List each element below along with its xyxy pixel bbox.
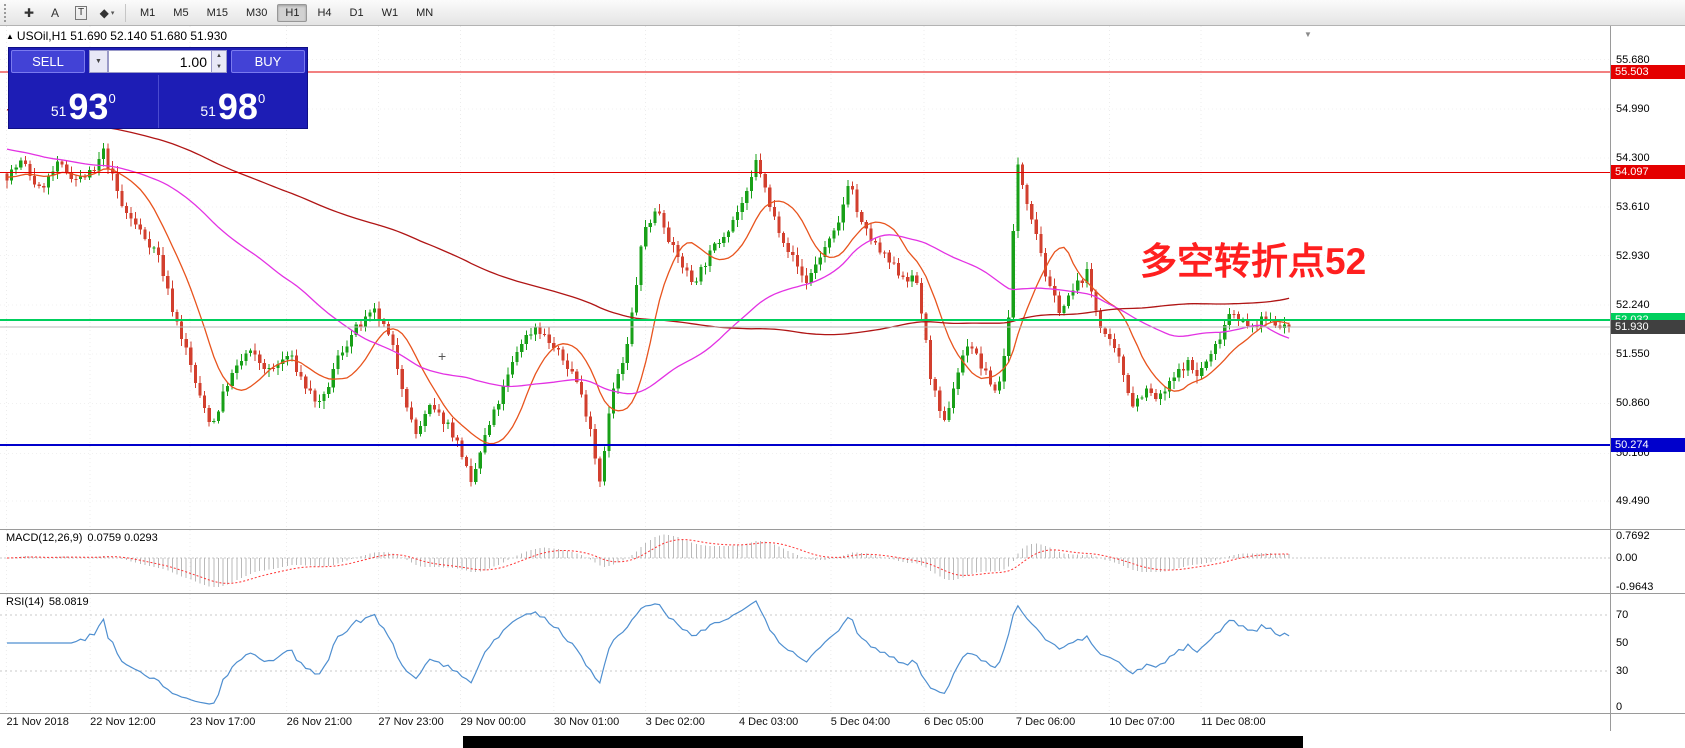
drawing-tools-group: ✚ A T ◆ ▾	[17, 2, 119, 24]
price-tick-label: 53.610	[1616, 201, 1650, 214]
time-axis-label: 5 Dec 04:00	[830, 716, 891, 728]
sell-price-sup: 0	[108, 91, 116, 106]
main-chart-panel: ▲ USOil,H1 51.690 52.140 51.680 51.930 SE…	[0, 26, 1685, 529]
timeframe-button-MN[interactable]: MN	[416, 6, 434, 19]
time-axis-label: 30 Nov 01:00	[553, 716, 620, 728]
text-tool-icon[interactable]: T	[69, 2, 93, 24]
rsi-scale-label: 50	[1616, 637, 1629, 649]
price-tick-label: 52.930	[1616, 249, 1650, 262]
volume-input[interactable]	[108, 50, 212, 73]
crosshair-marker: +	[438, 348, 447, 364]
rsi-panel: RSI(14) 58.0819 70 50 30 0	[0, 593, 1685, 713]
buy-price-display[interactable]: 51 98 0	[157, 75, 308, 128]
rsi-plot: RSI(14) 58.0819	[0, 594, 1610, 713]
crosshair-tool-icon[interactable]: ✚	[23, 5, 35, 20]
chart-annotation: 多空转折点52	[1140, 241, 1367, 282]
timeframe-button-H1[interactable]: H1	[277, 3, 308, 22]
timeframe-button-M15[interactable]: M15	[206, 6, 228, 19]
toolbar-drag-handle[interactable]	[4, 3, 11, 22]
rsi-scale-label: 0	[1616, 701, 1623, 713]
time-axis-label: 7 Dec 06:00	[1015, 716, 1076, 728]
time-axis-label: 6 Dec 05:00	[924, 716, 984, 728]
scroll-anchor-icon[interactable]: ▼	[1304, 30, 1312, 39]
symbol-header: ▲ USOil,H1 51.690 52.140 51.680 51.930	[6, 29, 227, 43]
sell-price-display[interactable]: 51 93 0	[9, 75, 158, 128]
time-axis-label: 23 Nov 17:00	[189, 716, 256, 728]
timeframe-toolbar: M1 M5 M15 M30 H1 H4 D1 W1 MN	[132, 3, 441, 22]
macd-scale-label: 0.7692	[1616, 530, 1650, 542]
price-chart-canvas[interactable]	[0, 26, 1610, 529]
macd-label: MACD(12,26,9) 0.0759 0.0293	[6, 532, 158, 544]
price-level-badge: 54.097	[1611, 165, 1685, 180]
price-tick-label: 54.300	[1616, 151, 1650, 164]
volume-stepper: ▲ ▼	[212, 50, 227, 73]
macd-scale-label: -0.9643	[1616, 581, 1654, 593]
rsi-label: RSI(14) 58.0819	[6, 596, 89, 608]
collapse-icon[interactable]: ▲	[6, 32, 14, 41]
buy-price-small: 51	[200, 103, 216, 119]
macd-axis[interactable]: 0.7692 0.00 -0.9643	[1610, 530, 1685, 593]
sell-button[interactable]: SELL	[11, 50, 85, 73]
price-tick-label: 54.990	[1616, 102, 1650, 115]
time-axis-label: 10 Dec 07:00	[1109, 716, 1175, 728]
time-axis-label: 21 Nov 2018	[6, 716, 69, 728]
time-labels: 21 Nov 2018 22 Nov 12:00 23 Nov 17:00 26 No…	[0, 714, 1610, 731]
price-level-badge: 55.503	[1611, 65, 1685, 80]
time-axis-label: 4 Dec 03:00	[738, 716, 799, 728]
buy-price-big: 98	[217, 86, 258, 128]
macd-canvas	[0, 530, 1610, 593]
price-axis[interactable]: 55.680 54.990 54.300 53.610 52.930 52.240 51.5…	[1610, 26, 1685, 529]
timeframe-button-D1[interactable]: D1	[349, 6, 364, 19]
symbol-ohlc-text: USOil,H1 51.690 52.140 51.680 51.930	[16, 29, 228, 43]
time-axis-label: 22 Nov 12:00	[90, 716, 156, 728]
shapes-tool-icon[interactable]: ◆ ▾	[99, 5, 115, 20]
macd-panel: MACD(12,26,9) 0.0759 0.0293 0.7692 0.00 -0.…	[0, 529, 1685, 593]
timeframe-button-W1[interactable]: W1	[381, 6, 399, 19]
timeframe-button-M5[interactable]: M5	[173, 6, 189, 19]
macd-plot: MACD(12,26,9) 0.0759 0.0293	[0, 530, 1610, 593]
rsi-scale-label: 30	[1616, 665, 1629, 677]
toolbar: ✚ A T ◆ ▾ M1 M5 M15 M30 H1 H4 D1 W1 MN	[0, 0, 1685, 26]
price-tick-label: 51.550	[1616, 348, 1650, 361]
time-axis[interactable]: 21 Nov 2018 22 Nov 12:00 23 Nov 17:00 26 No…	[0, 713, 1685, 731]
toolbar-separator	[125, 3, 126, 22]
chevron-down-icon: ▼	[95, 58, 102, 65]
macd-values: 0.0759 0.0293	[87, 532, 158, 544]
buy-price-sup: 0	[257, 91, 266, 106]
rsi-axis[interactable]: 70 50 30 0	[1610, 594, 1685, 713]
rsi-canvas	[0, 594, 1610, 713]
price-chart-plot[interactable]: ▲ USOil,H1 51.690 52.140 51.680 51.930 SE…	[0, 26, 1610, 529]
timeframe-button-H4[interactable]: H4	[317, 6, 332, 19]
time-axis-label: 26 Nov 21:00	[286, 716, 353, 728]
timeframe-button-M30[interactable]: M30	[245, 6, 268, 19]
time-axis-label: 3 Dec 02:00	[645, 716, 705, 728]
arrow-label-tool-icon[interactable]: A	[50, 5, 59, 20]
sell-price-big: 93	[68, 86, 109, 128]
price-tick-label: 49.490	[1616, 495, 1650, 508]
price-level-badge: 51.930	[1611, 320, 1685, 335]
time-axis-label: 29 Nov 00:00	[460, 716, 526, 728]
buy-button[interactable]: BUY	[231, 50, 305, 73]
rsi-scale-label: 70	[1616, 609, 1629, 621]
macd-scale-label: 0.00	[1616, 551, 1638, 564]
time-axis-label: 11 Dec 08:00	[1201, 716, 1266, 728]
volume-dropdown-button[interactable]: ▼	[89, 50, 108, 73]
time-axis-label: 27 Nov 23:00	[378, 716, 444, 728]
bottom-black-bar	[463, 736, 1303, 748]
price-tick-label: 55.680	[1616, 53, 1650, 66]
rsi-value: 58.0819	[48, 596, 89, 608]
price-tick-label: 52.240	[1616, 298, 1650, 311]
time-axis-corner	[1610, 714, 1685, 731]
volume-decrease-button[interactable]: ▼	[216, 63, 222, 70]
price-tick-label: 50.860	[1616, 397, 1650, 410]
sell-price-small: 51	[50, 103, 67, 119]
timeframe-button-M1[interactable]: M1	[140, 6, 156, 19]
price-level-badge: 50.274	[1611, 438, 1685, 453]
volume-increase-button[interactable]: ▲	[216, 53, 222, 60]
